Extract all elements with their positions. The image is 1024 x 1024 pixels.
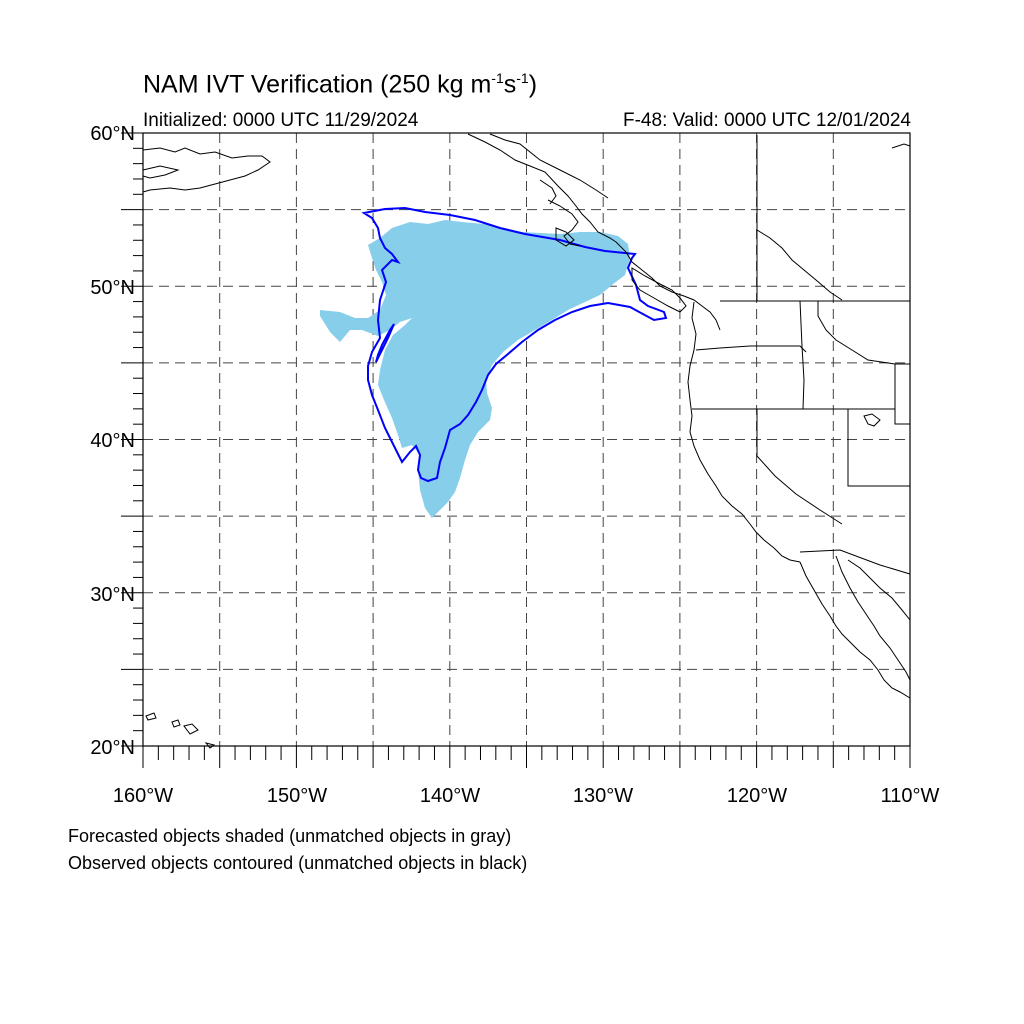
lat-label-50n: 50°N <box>90 277 135 299</box>
lat-label-20n: 20°N <box>90 737 135 759</box>
title-mid: s <box>503 70 517 99</box>
map-frame <box>142 132 911 747</box>
page-title: NAM IVT Verification (250 kg m-1s-1) <box>143 70 537 99</box>
forecast-object-shaded <box>320 220 630 518</box>
lon-label-160w: 160°W <box>112 785 174 807</box>
observed-legend-note: Observed objects contoured (unmatched ob… <box>68 853 528 873</box>
title-close: ) <box>528 70 538 99</box>
lat-label-40n: 40°N <box>90 430 135 452</box>
title-exp2: -1 <box>516 70 529 86</box>
lon-label-150w: 150°W <box>266 785 328 807</box>
title-main: NAM IVT Verification (250 kg m <box>143 70 492 99</box>
lon-label-120w: 120°W <box>726 785 788 807</box>
observed-object-contour <box>361 206 668 483</box>
lon-label-110w: 110°W <box>880 785 940 807</box>
forecast-legend-note: Forecasted objects shaded (unmatched obj… <box>68 826 512 846</box>
initialized-label: Initialized: 0000 UTC 11/29/2024 <box>143 110 419 131</box>
grid-lines <box>121 132 911 768</box>
lon-label-130w: 130°W <box>572 785 634 807</box>
lat-label-60n: 60°N <box>90 123 135 145</box>
valid-time-label: F-48: Valid: 0000 UTC 12/01/2024 <box>623 110 911 131</box>
lat-label-30n: 30°N <box>90 584 135 606</box>
coastlines <box>142 133 911 749</box>
lon-label-140w: 140°W <box>419 785 481 807</box>
title-exp1: -1 <box>491 70 504 86</box>
